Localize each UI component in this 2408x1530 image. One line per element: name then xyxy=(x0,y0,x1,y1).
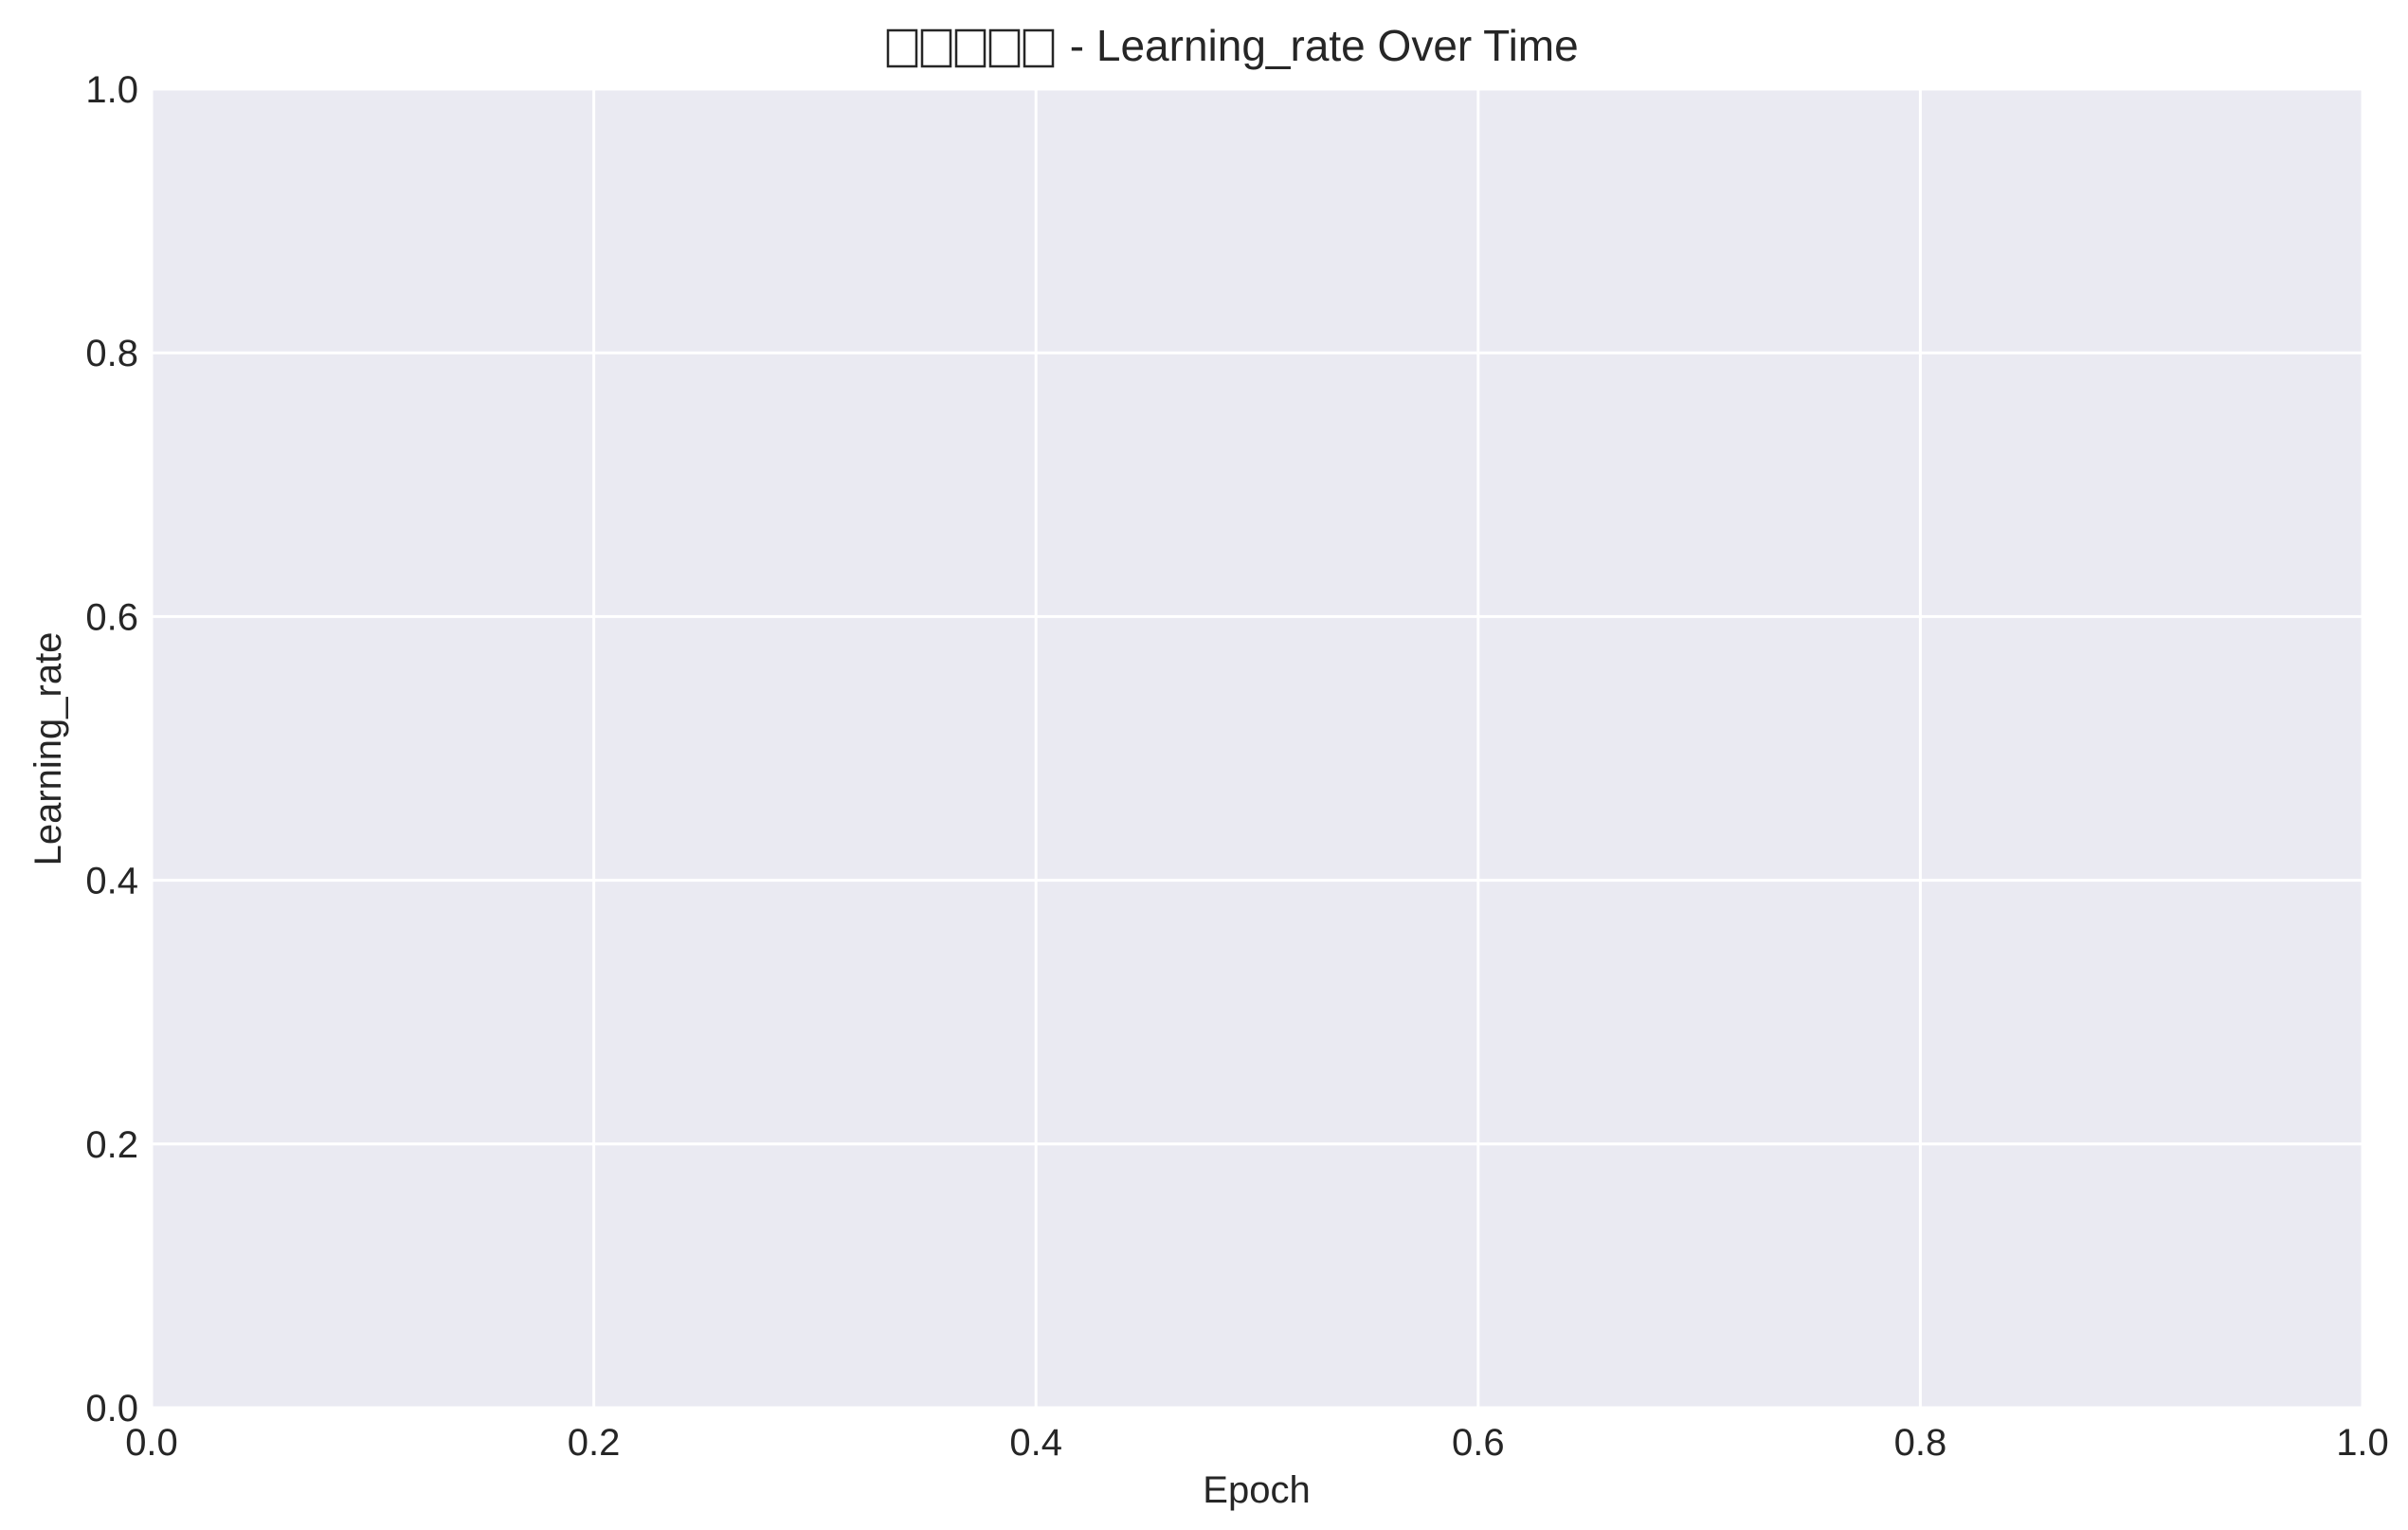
title-missing-glyph-box xyxy=(920,28,952,68)
y-tick-label: 1.0 xyxy=(85,69,138,111)
y-grid-lines xyxy=(152,87,2363,1410)
chart-title-group: - Learning_rate Over Time xyxy=(886,21,1579,70)
x-tick-label: 0.6 xyxy=(1452,1422,1505,1464)
title-missing-glyph-box xyxy=(886,28,918,68)
y-tick-labels: 0.0 0.2 0.4 0.6 0.8 1.0 xyxy=(85,69,138,1430)
x-tick-label: 0.2 xyxy=(568,1422,621,1464)
title-missing-glyph-box xyxy=(954,28,987,68)
title-missing-glyph-boxes xyxy=(886,28,1055,68)
plot-area xyxy=(152,89,2363,1408)
y-tick-label: 0.8 xyxy=(85,333,138,374)
x-tick-label: 0.0 xyxy=(125,1422,178,1464)
x-axis-label: Epoch xyxy=(1203,1469,1310,1511)
y-tick-label: 0.0 xyxy=(85,1388,138,1430)
title-missing-glyph-box xyxy=(988,28,1021,68)
y-axis-label: Learning_rate xyxy=(27,632,69,866)
x-tick-label: 1.0 xyxy=(2336,1422,2389,1464)
y-tick-label: 0.6 xyxy=(85,596,138,638)
x-tick-label: 0.8 xyxy=(1894,1422,1947,1464)
x-grid-lines xyxy=(150,89,2364,1408)
title-missing-glyph-box xyxy=(1023,28,1055,68)
chart-title: - Learning_rate Over Time xyxy=(1058,21,1579,70)
y-tick-label: 0.4 xyxy=(85,861,138,902)
y-tick-label: 0.2 xyxy=(85,1124,138,1166)
x-tick-label: 0.4 xyxy=(1009,1422,1062,1464)
x-tick-labels: 0.0 0.2 0.4 0.6 0.8 1.0 xyxy=(125,1422,2389,1464)
